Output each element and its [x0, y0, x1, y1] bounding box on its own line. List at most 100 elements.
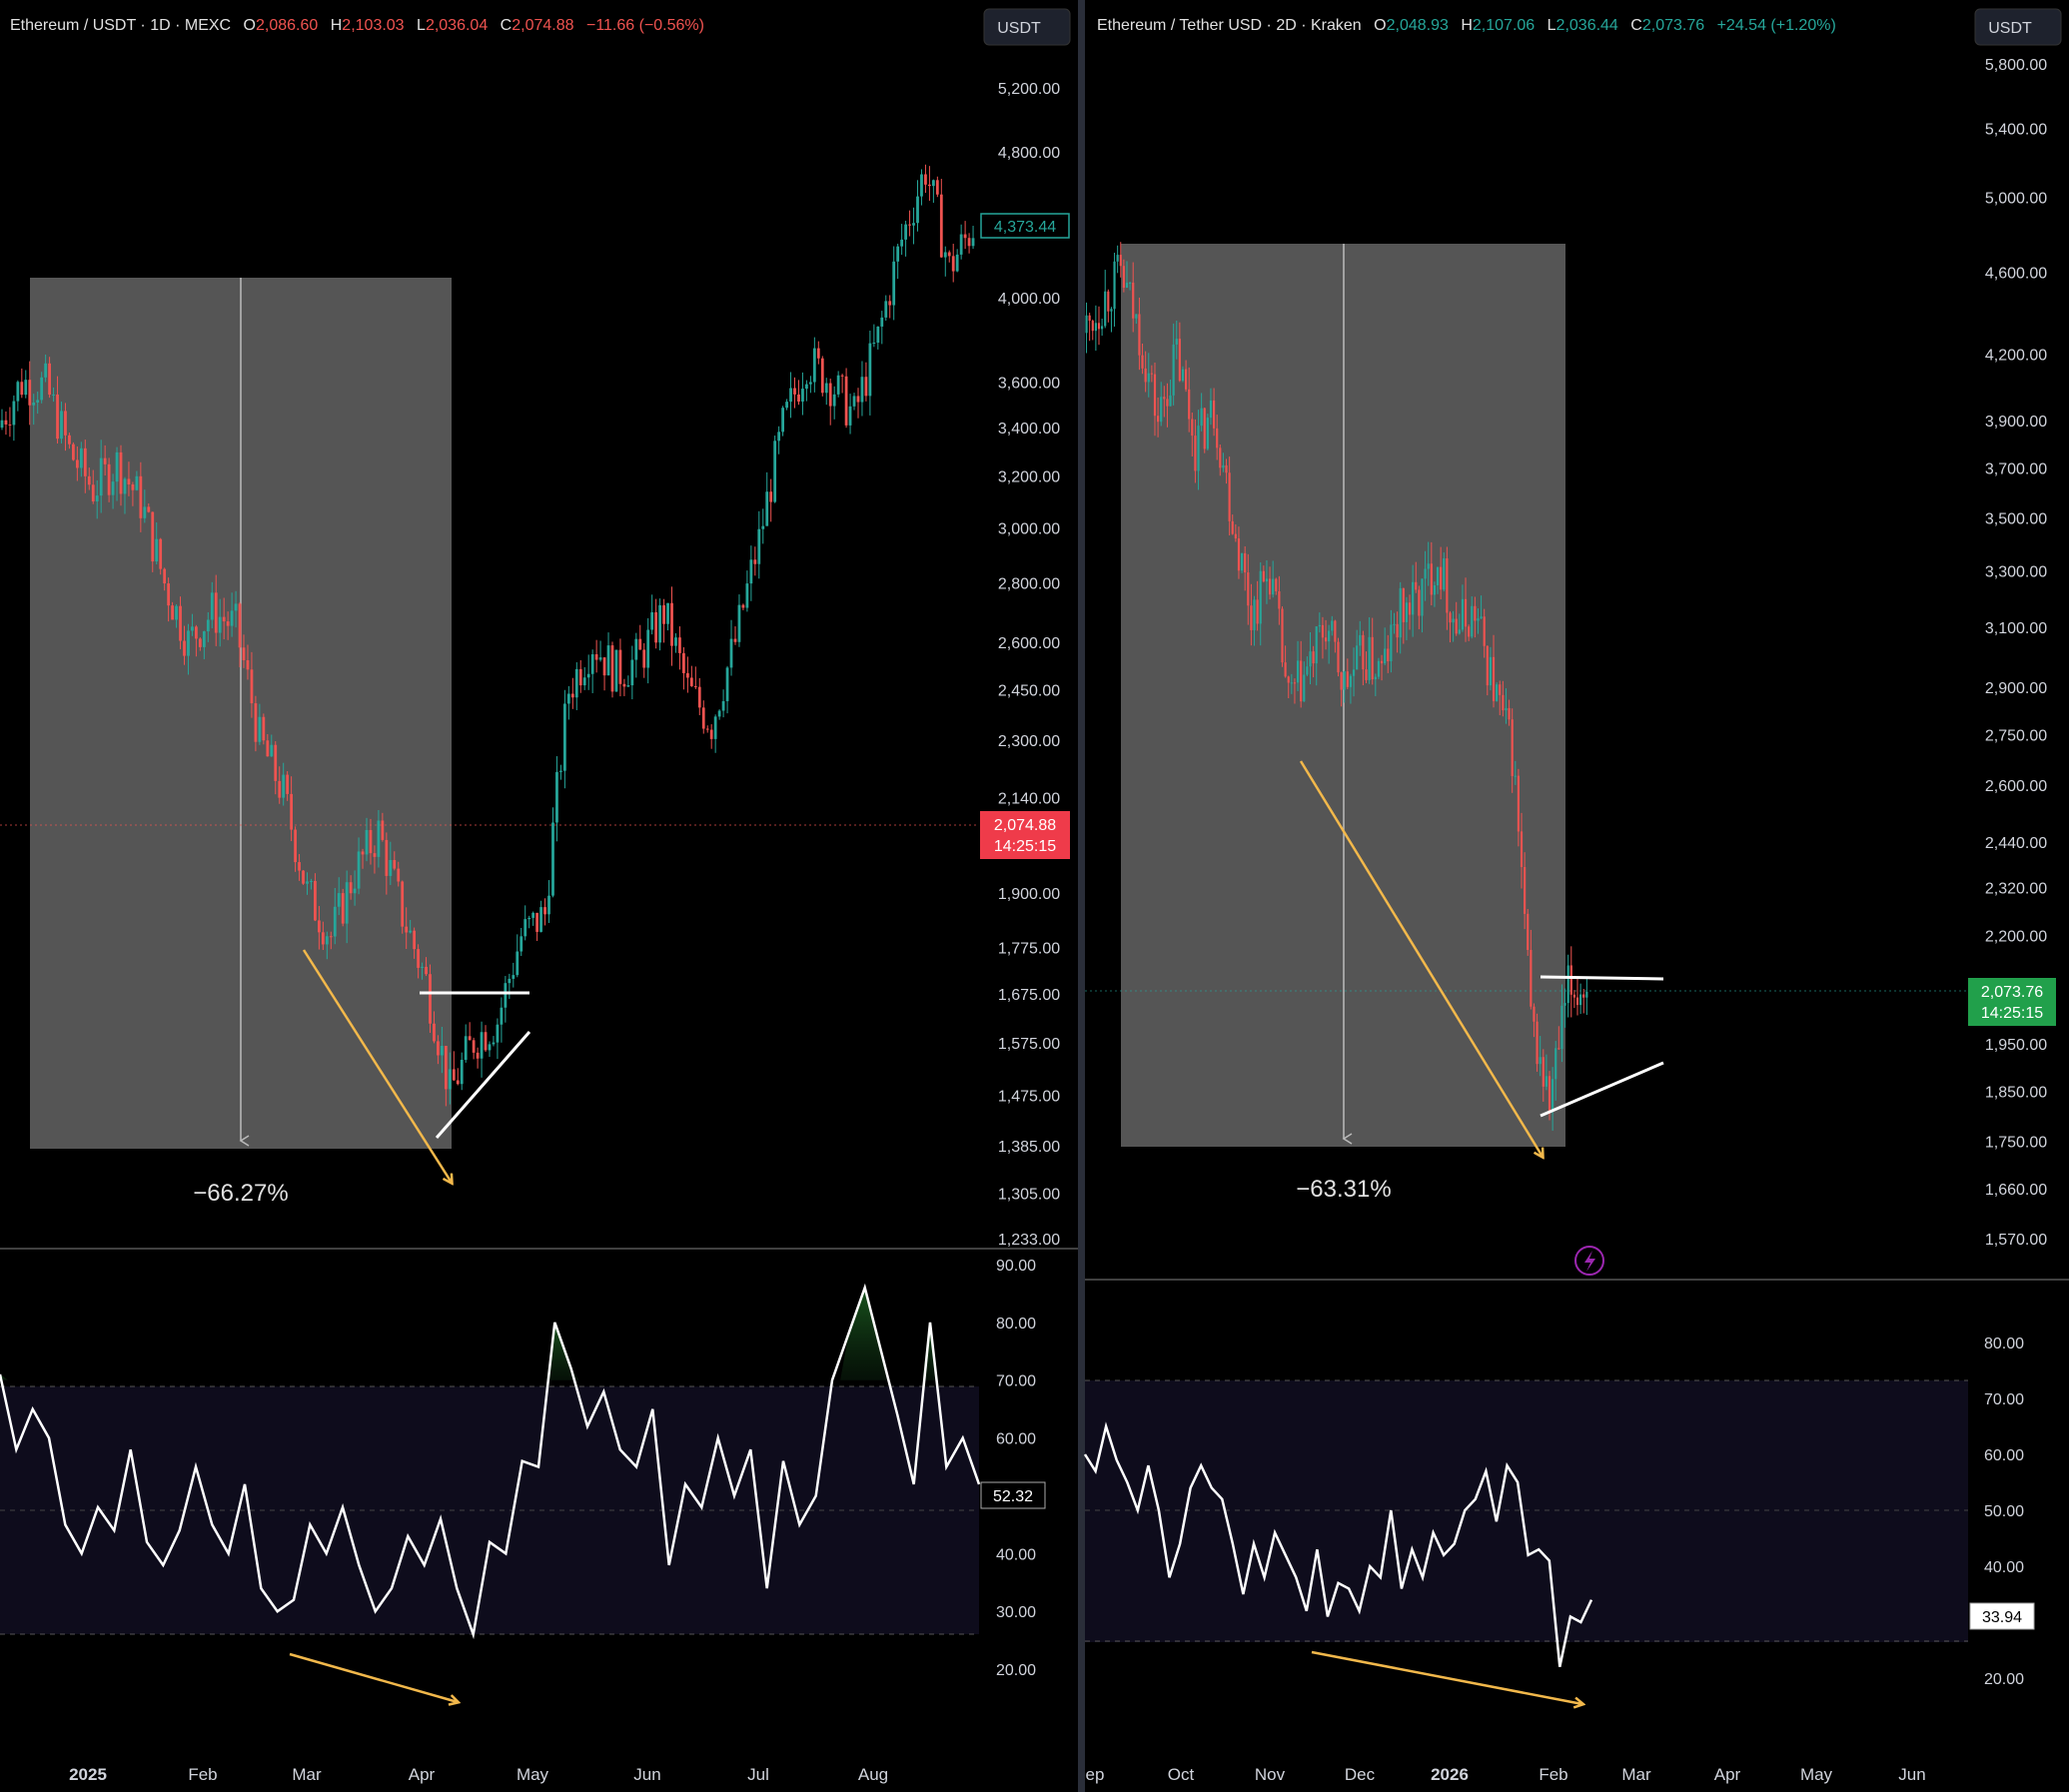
candle: [1492, 656, 1496, 701]
candle: [36, 400, 40, 403]
candle: [1511, 719, 1514, 776]
left-peak-tag: 4,373.44: [994, 219, 1056, 236]
candle: [531, 912, 535, 918]
candle: [198, 638, 202, 647]
time-tick-label: Jun: [633, 1765, 660, 1784]
left-open: 2,086.60: [256, 17, 318, 34]
candle: [943, 252, 947, 258]
candle: [1222, 464, 1225, 468]
candle: [1240, 552, 1244, 571]
candle: [444, 1045, 448, 1090]
candle: [1471, 605, 1474, 637]
left-price-axis[interactable]: 5,200.00 4,800.00 4,000.00 3,600.00 3,400.00…: [998, 81, 1060, 1249]
price-tick-label: 1,675.00: [998, 987, 1060, 1004]
right-currency-button[interactable]: [1974, 8, 2062, 46]
candle: [278, 780, 282, 798]
candle: [935, 180, 939, 195]
candle: [508, 978, 512, 984]
candle: [1399, 587, 1402, 638]
left-rsi-divergence-arrow[interactable]: [289, 1652, 458, 1702]
candle: [598, 657, 602, 660]
candle: [1396, 623, 1399, 638]
candle: [757, 528, 761, 564]
candle: [52, 394, 55, 396]
candle: [785, 402, 788, 409]
candle: [1166, 399, 1169, 407]
time-tick-label: Mar: [1621, 1765, 1651, 1784]
candle: [1188, 389, 1191, 420]
candle: [551, 822, 554, 896]
price-tick-label: 3,400.00: [998, 421, 1060, 438]
price-tick-label: 1,850.00: [1985, 1084, 2047, 1101]
candle: [1545, 1076, 1548, 1087]
candle: [1138, 314, 1141, 356]
candle: [1548, 1076, 1552, 1111]
candle: [1368, 636, 1371, 680]
candle: [689, 677, 693, 686]
candle: [745, 583, 749, 608]
rsi-tick-label: 70.00: [996, 1373, 1036, 1390]
candle: [286, 774, 290, 794]
price-tick-label: 1,775.00: [998, 940, 1060, 957]
right-legend[interactable]: Ethereum / Tether USD · 2D · Kraken O2,0…: [1097, 17, 1836, 34]
candle: [488, 1044, 492, 1051]
left-legend[interactable]: Ethereum / USDT · 1D · MEXC O2,086.60 H2…: [10, 17, 704, 34]
right-price-axis[interactable]: 5,800.00 5,400.00 5,000.00 4,600.00 4,200.00…: [1985, 57, 2047, 1249]
candle: [135, 475, 139, 490]
candle: [484, 1032, 488, 1051]
price-tick-label: 5,400.00: [1985, 121, 2047, 138]
candle: [1321, 624, 1325, 638]
candle: [777, 432, 781, 442]
candle: [1293, 682, 1297, 684]
candle: [574, 668, 578, 698]
time-tick-label: Aug: [858, 1765, 888, 1784]
candle: [900, 239, 904, 247]
candle: [99, 457, 103, 496]
pane-divider[interactable]: [1078, 0, 1085, 1792]
right-rsi-divergence-arrow[interactable]: [1311, 1650, 1582, 1704]
left-time-axis[interactable]: 2025 Feb Mar Apr May Jun Jul Aug: [69, 1765, 888, 1784]
candle: [1331, 620, 1334, 631]
candle: [840, 375, 844, 377]
price-tick-label: 4,200.00: [1985, 347, 2047, 364]
candle: [492, 1042, 496, 1045]
candle: [578, 668, 582, 686]
candle: [1234, 533, 1237, 539]
right-time-axis[interactable]: ep Oct Nov Dec 2026 Feb Mar Apr May Jun: [1086, 1765, 1926, 1784]
left-price-divergence-arrow[interactable]: [302, 949, 452, 1183]
right-rsi-line: [1083, 1421, 1593, 1668]
right-chart-panel: 5,800.00 5,400.00 5,000.00 4,600.00 4,200.00…: [1083, 0, 2069, 1792]
candle: [468, 1036, 472, 1041]
price-tick-label: 1,233.00: [998, 1232, 1060, 1249]
candle: [226, 621, 230, 626]
left-currency-button[interactable]: [983, 8, 1071, 46]
right-support-trendline[interactable]: [1540, 1061, 1664, 1118]
alert-icon[interactable]: [1574, 1246, 1604, 1276]
candle: [888, 301, 892, 306]
candle: [1194, 436, 1197, 471]
candle: [642, 649, 646, 668]
candle: [290, 793, 294, 830]
candle: [417, 949, 420, 968]
candle: [87, 475, 91, 485]
candle: [1141, 355, 1144, 369]
candle: [218, 616, 222, 633]
candle: [294, 829, 297, 863]
time-tick-label: ep: [1086, 1765, 1105, 1784]
candle: [337, 893, 341, 907]
candle: [1575, 997, 1579, 1006]
candle: [773, 441, 777, 502]
candle: [79, 448, 83, 468]
candle: [570, 693, 574, 698]
candle: [812, 348, 816, 383]
right-price-divergence-arrow[interactable]: [1299, 760, 1543, 1157]
right-h-label: H: [1461, 17, 1473, 34]
candle: [1091, 321, 1094, 332]
candle: [1200, 408, 1203, 427]
candle: [916, 196, 919, 224]
candle: [222, 616, 226, 622]
left-support-trendline[interactable]: [435, 1031, 531, 1139]
candle: [1150, 373, 1153, 375]
candle: [401, 881, 405, 927]
right-resistance-line[interactable]: [1540, 975, 1664, 981]
